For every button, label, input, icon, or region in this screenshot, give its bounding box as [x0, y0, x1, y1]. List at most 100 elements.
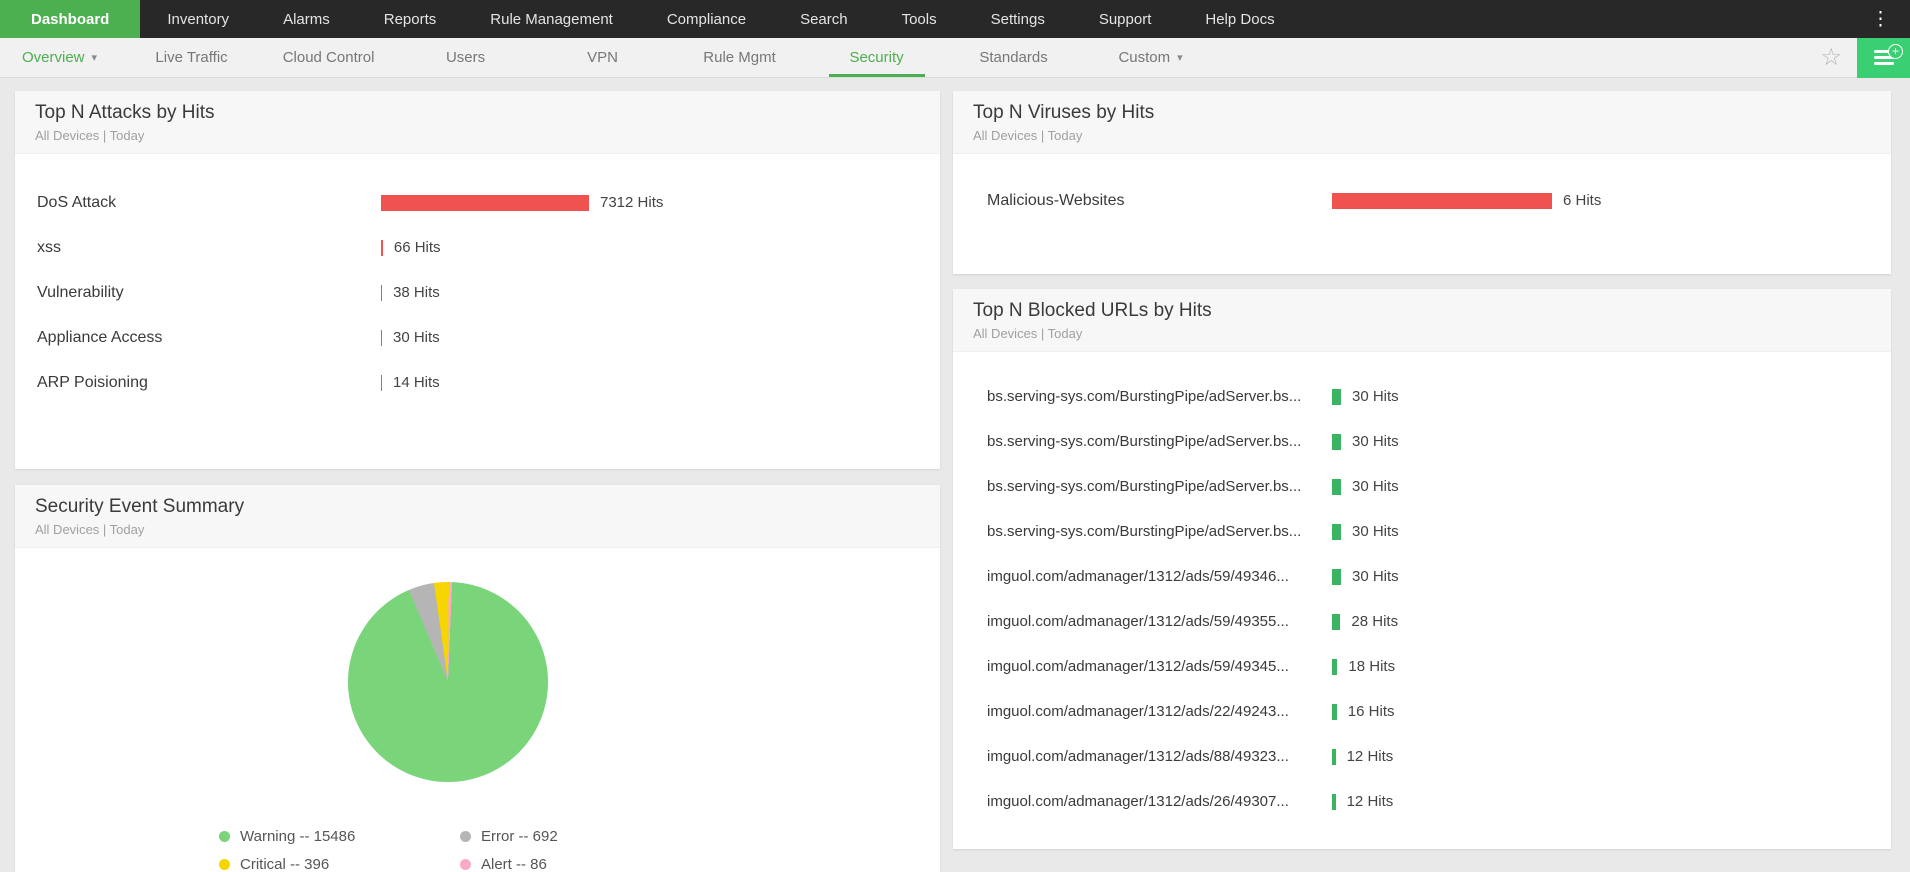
legend-label: Warning -- 15486 — [240, 827, 356, 845]
nav-tools[interactable]: Tools — [901, 10, 937, 28]
legend-label: Alert -- 86 — [481, 855, 547, 872]
tab-label: Cloud Control — [282, 49, 375, 66]
tab-live-traffic[interactable]: Live Traffic — [123, 38, 260, 77]
bar-row[interactable]: imguol.com/admanager/1312/ads/59/49346..… — [987, 554, 1891, 599]
bar[interactable] — [1332, 433, 1341, 450]
bar-row[interactable]: Malicious-Websites 6 Hits — [987, 178, 1891, 223]
nav-reports[interactable]: Reports — [383, 10, 437, 28]
bar[interactable] — [381, 374, 382, 391]
legend-dot — [219, 830, 230, 842]
bar-value-label: 16 Hits — [1347, 703, 1395, 720]
add-dashboard-button[interactable]: + — [1857, 37, 1910, 78]
panel-top-attacks: Top N Attacks by Hits All Devices | Toda… — [15, 91, 940, 469]
bar[interactable] — [1332, 658, 1338, 675]
bar[interactable] — [381, 284, 383, 301]
bar[interactable] — [381, 329, 382, 346]
bar[interactable] — [1332, 703, 1337, 720]
plus-badge-icon: + — [1888, 43, 1903, 59]
nav-rule-management[interactable]: Rule Management — [490, 10, 613, 28]
bar[interactable] — [1332, 478, 1341, 495]
nav-compliance[interactable]: Compliance — [666, 10, 747, 28]
bar-row[interactable]: ARP Poisioning 14 Hits — [37, 360, 940, 405]
chevron-down-icon: ▾ — [91, 52, 98, 64]
bar[interactable] — [1332, 388, 1341, 405]
bar-row[interactable]: imguol.com/admanager/1312/ads/22/49243..… — [987, 689, 1891, 734]
dashboard-content: Top N Attacks by Hits All Devices | Toda… — [0, 78, 1910, 872]
bar-value-label: 30 Hits — [1352, 433, 1399, 450]
bar-row[interactable]: xss 66 Hits — [37, 225, 940, 270]
bar-value-label: 30 Hits — [1352, 478, 1399, 495]
bar[interactable] — [381, 194, 589, 211]
bar[interactable] — [1332, 568, 1341, 585]
bar-row[interactable]: imguol.com/admanager/1312/ads/88/49323..… — [987, 734, 1891, 779]
panel-subtitle: All Devices | Today — [35, 128, 145, 143]
bar-value-label: 14 Hits — [393, 374, 440, 391]
url-label: imguol.com/admanager/1312/ads/88/49323..… — [987, 748, 1289, 765]
tab-cloud-control[interactable]: Cloud Control — [260, 38, 397, 77]
tab-label: Security — [849, 49, 904, 66]
panel-header: Top N Attacks by Hits All Devices | Toda… — [15, 91, 940, 154]
bar-value-label: 12 Hits — [1346, 748, 1394, 765]
tab-label: Users — [445, 49, 486, 66]
url-label: imguol.com/admanager/1312/ads/59/49345..… — [987, 658, 1289, 675]
bar[interactable] — [1332, 192, 1552, 209]
bar-row[interactable]: bs.serving-sys.com/BurstingPipe/adServer… — [987, 464, 1891, 509]
tab-security[interactable]: Security — [808, 38, 945, 77]
bar-category-label: Vulnerability — [37, 283, 124, 301]
tab-standards[interactable]: Standards — [945, 38, 1082, 77]
bar-value-label: 30 Hits — [1352, 568, 1399, 585]
subnav-actions: ☆ + — [1805, 37, 1910, 78]
url-label: bs.serving-sys.com/BurstingPipe/adServer… — [987, 523, 1302, 540]
bar-row[interactable]: bs.serving-sys.com/BurstingPipe/adServer… — [987, 419, 1891, 464]
bar[interactable] — [1332, 793, 1336, 810]
nav-settings[interactable]: Settings — [990, 10, 1045, 28]
bar-value-label: 12 Hits — [1346, 793, 1394, 810]
bar-row[interactable]: imguol.com/admanager/1312/ads/26/49307..… — [987, 779, 1891, 824]
legend-item-error[interactable]: Error -- 692 — [460, 826, 701, 846]
bar[interactable] — [1332, 613, 1341, 630]
chart-legend: Warning -- 15486 Error -- 692 Critical -… — [219, 826, 940, 872]
tab-rule-mgmt[interactable]: Rule Mgmt — [671, 38, 808, 77]
pie-chart[interactable] — [348, 582, 548, 782]
bar-row[interactable]: imguol.com/admanager/1312/ads/59/49345..… — [987, 644, 1891, 689]
bar[interactable] — [1332, 748, 1336, 765]
bar-row[interactable]: Vulnerability 38 Hits — [37, 270, 940, 315]
panel-title: Top N Attacks by Hits — [35, 102, 215, 123]
bar-value-label: 7312 Hits — [600, 194, 664, 211]
favorite-star-icon[interactable]: ☆ — [1820, 44, 1842, 71]
bar[interactable] — [1332, 523, 1341, 540]
blocked-urls-bar-chart: bs.serving-sys.com/BurstingPipe/adServer… — [953, 352, 1891, 824]
tab-vpn[interactable]: VPN — [534, 38, 671, 77]
legend-dot — [219, 858, 230, 870]
dashboard-tab-bar: Overview ▾ Live Traffic Cloud Control Us… — [0, 37, 1910, 78]
bar-row[interactable]: imguol.com/admanager/1312/ads/59/49355..… — [987, 599, 1891, 644]
nav-alarms[interactable]: Alarms — [283, 10, 330, 28]
kebab-menu-icon[interactable]: ⋮ — [1871, 8, 1890, 30]
bar-row[interactable]: bs.serving-sys.com/BurstingPipe/adServer… — [987, 509, 1891, 554]
nav-support[interactable]: Support — [1098, 10, 1152, 28]
url-label: bs.serving-sys.com/BurstingPipe/adServer… — [987, 478, 1302, 495]
bar-row[interactable]: Appliance Access 30 Hits — [37, 315, 940, 360]
panel-header: Top N Viruses by Hits All Devices | Toda… — [953, 91, 1891, 154]
tab-overview[interactable]: Overview ▾ — [0, 38, 123, 77]
tab-custom[interactable]: Custom ▾ — [1082, 38, 1219, 77]
nav-inventory[interactable]: Inventory — [167, 10, 230, 28]
bar-value-label: 30 Hits — [1352, 388, 1399, 405]
legend-item-alert[interactable]: Alert -- 86 — [460, 854, 701, 872]
bar-row[interactable]: DoS Attack 7312 Hits — [37, 180, 940, 225]
legend-item-warning[interactable]: Warning -- 15486 — [219, 826, 460, 846]
nav-search[interactable]: Search — [800, 10, 848, 28]
url-label: bs.serving-sys.com/BurstingPipe/adServer… — [987, 433, 1302, 450]
tab-users[interactable]: Users — [397, 38, 534, 77]
top-navbar: Dashboard Inventory Alarms Reports Rule … — [0, 0, 1910, 38]
bar[interactable] — [381, 239, 383, 256]
bar-value-label: 38 Hits — [393, 284, 440, 301]
bar-value-label: 66 Hits — [393, 239, 441, 256]
panel-top-viruses: Top N Viruses by Hits All Devices | Toda… — [953, 91, 1891, 274]
nav-dashboard[interactable]: Dashboard — [0, 0, 141, 38]
legend-item-critical[interactable]: Critical -- 396 — [219, 854, 460, 872]
nav-help-docs[interactable]: Help Docs — [1205, 10, 1275, 28]
bar-category-label: Appliance Access — [37, 328, 163, 346]
viruses-bar-chart: Malicious-Websites 6 Hits — [953, 154, 1891, 223]
bar-row[interactable]: bs.serving-sys.com/BurstingPipe/adServer… — [987, 374, 1891, 419]
